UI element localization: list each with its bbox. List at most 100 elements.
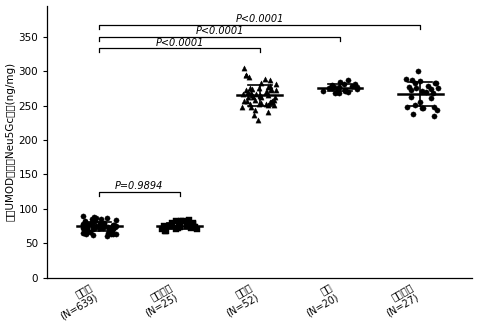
Point [187, 226, 195, 231]
Point [270, 102, 277, 108]
Point [344, 77, 351, 83]
Point [189, 222, 196, 227]
Point [99, 225, 107, 231]
Point [158, 227, 166, 232]
Point [252, 91, 260, 96]
Point [247, 105, 254, 110]
Point [328, 85, 336, 91]
Text: P<0.0001: P<0.0001 [196, 26, 244, 36]
Point [100, 221, 108, 226]
Point [247, 102, 254, 107]
Point [331, 85, 338, 90]
Point [92, 215, 100, 221]
Point [416, 100, 424, 105]
Point [422, 89, 430, 95]
Point [113, 224, 120, 229]
Point [341, 88, 349, 93]
Point [109, 227, 117, 232]
Point [250, 95, 257, 100]
Point [160, 224, 167, 229]
Point [244, 89, 252, 94]
Point [432, 80, 439, 85]
Point [414, 68, 422, 74]
Point [108, 227, 115, 232]
Point [239, 105, 246, 110]
Point [266, 99, 274, 105]
Point [248, 87, 256, 92]
Point [430, 104, 438, 110]
Point [261, 76, 269, 81]
Point [105, 227, 113, 232]
Point [419, 106, 426, 111]
Point [402, 77, 410, 82]
Point [256, 92, 263, 97]
Point [427, 87, 435, 92]
Point [80, 230, 87, 235]
Point [409, 111, 416, 116]
Point [341, 88, 349, 93]
Point [104, 215, 111, 220]
Point [264, 84, 272, 89]
Point [351, 82, 359, 87]
Point [264, 110, 272, 115]
Point [112, 217, 120, 222]
Point [268, 100, 275, 105]
Point [429, 91, 437, 96]
Point [104, 234, 111, 239]
Point [109, 225, 117, 230]
Point [81, 218, 88, 223]
Point [272, 94, 279, 99]
Point [251, 98, 259, 103]
Point [251, 108, 259, 113]
Point [176, 221, 184, 227]
Point [344, 89, 351, 94]
Point [89, 219, 97, 224]
Point [418, 106, 425, 111]
Point [239, 92, 247, 97]
Point [244, 95, 251, 100]
Point [335, 86, 342, 91]
Point [93, 223, 100, 229]
Point [335, 91, 343, 96]
Point [336, 80, 344, 85]
Point [107, 232, 115, 237]
Point [193, 226, 201, 231]
Point [424, 83, 432, 88]
Point [247, 90, 255, 95]
Point [97, 222, 104, 227]
Point [80, 225, 87, 231]
Point [416, 78, 424, 83]
Point [257, 95, 264, 100]
Point [82, 222, 89, 228]
Point [434, 86, 442, 91]
Point [433, 80, 440, 86]
Point [271, 97, 278, 103]
Point [325, 85, 333, 91]
Point [80, 227, 87, 232]
Point [112, 232, 120, 237]
Point [335, 85, 343, 90]
Point [266, 77, 273, 83]
Point [174, 226, 182, 231]
Point [341, 81, 348, 86]
Point [184, 223, 191, 229]
Point [98, 221, 105, 226]
Point [83, 224, 91, 229]
Point [412, 85, 420, 91]
Point [94, 225, 102, 230]
Point [262, 89, 270, 95]
Point [353, 87, 360, 92]
Point [172, 218, 180, 223]
Point [88, 220, 96, 225]
Point [240, 98, 248, 103]
Point [81, 223, 89, 228]
Point [79, 221, 87, 227]
Point [109, 224, 117, 230]
Point [81, 219, 89, 224]
Point [258, 81, 265, 86]
Point [263, 89, 271, 95]
Point [272, 82, 280, 87]
Text: P=0.9894: P=0.9894 [115, 181, 163, 191]
Point [244, 90, 251, 95]
Point [104, 230, 112, 235]
